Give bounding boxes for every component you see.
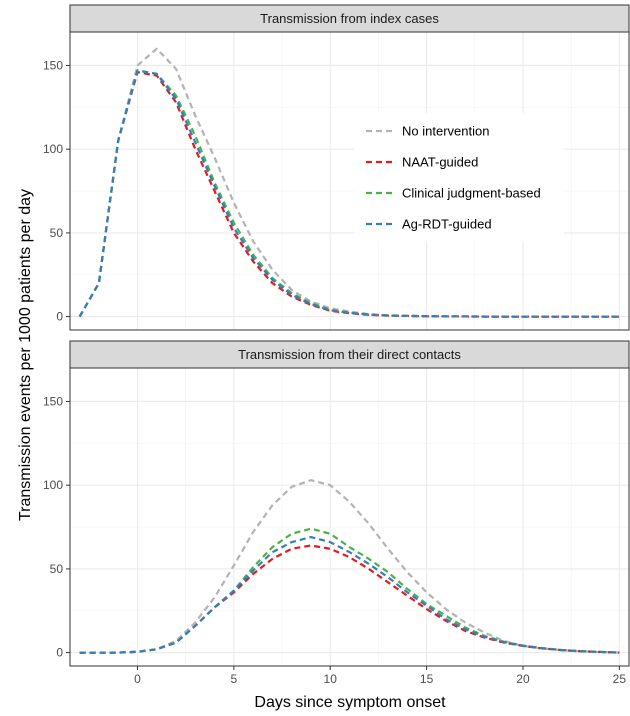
facet-title: Transmission from their direct contacts [238,347,461,362]
legend-label: Clinical judgment-based [402,186,541,201]
y-tick-label: 0 [56,646,63,660]
facet-title: Transmission from index cases [260,11,439,26]
legend-label: NAAT-guided [402,155,478,170]
panel-border [69,31,630,331]
legend-item: Ag-RDT-guided [366,217,492,232]
x-tick-label: 15 [420,672,434,686]
legend-label: Ag-RDT-guided [402,217,492,232]
x-tick-label: 0 [134,672,141,686]
legend-item: Clinical judgment-based [366,186,541,201]
y-tick-label: 150 [43,58,63,72]
y-tick-label: 50 [50,226,64,240]
y-tick-label: 100 [43,142,63,156]
panel-1: Transmission from index cases 0 50 100 150 No… [43,4,630,331]
y-axis-title: Transmission events per 1000 patients pe… [17,189,34,521]
y-tick-label: 150 [43,394,63,408]
x-axis-title: Days since symptom onset [254,694,446,711]
y-axis: 0 50 100 150 [43,58,70,324]
series-line-ag-rdt-guided [79,535,620,654]
panel-background [70,368,629,666]
series-line-ag-rdt-guided [78,69,620,318]
panel-border [69,367,630,667]
x-tick-label: 10 [324,672,338,686]
x-tick-label: 5 [231,672,238,686]
series-lines [79,479,620,654]
panel-2: Transmission from their direct contacts 0… [43,340,630,686]
facet-strip [69,340,630,369]
legend-background [354,113,564,241]
legend-item: No intervention [366,124,489,139]
series-line-naat-guided [78,71,620,318]
y-axis: 0 50 100 150 [43,394,70,660]
legend-label: No intervention [402,124,489,139]
series-line-no-intervention [78,47,620,318]
series-line-clinical-judgment-based [78,69,620,318]
legend: No intervention NAAT-guided Clinical judgm… [354,113,564,241]
x-axis: 0 5 10 15 20 25 [134,666,626,686]
y-tick-label: 0 [56,310,63,324]
x-tick-label: 20 [516,672,530,686]
facet-strip [69,4,630,33]
series-lines [78,47,620,318]
plot-root: Transmission from index cases050100150No… [43,4,630,686]
y-tick-label: 100 [43,478,63,492]
legend-item: NAAT-guided [366,155,478,170]
x-tick-label: 25 [613,672,627,686]
y-tick-label: 50 [50,562,64,576]
grid [70,368,629,666]
